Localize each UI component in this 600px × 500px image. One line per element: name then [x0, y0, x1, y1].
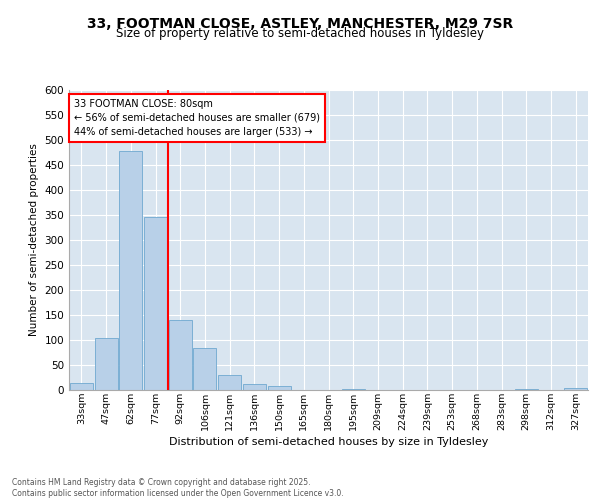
- X-axis label: Distribution of semi-detached houses by size in Tyldesley: Distribution of semi-detached houses by …: [169, 436, 488, 446]
- Bar: [515, 389, 538, 390]
- Text: 33, FOOTMAN CLOSE, ASTLEY, MANCHESTER, M29 7SR: 33, FOOTMAN CLOSE, ASTLEY, MANCHESTER, M…: [87, 18, 513, 32]
- Bar: [218, 375, 241, 390]
- Bar: [342, 388, 365, 390]
- Bar: [564, 388, 587, 390]
- Bar: [243, 384, 266, 390]
- Text: Contains HM Land Registry data © Crown copyright and database right 2025.
Contai: Contains HM Land Registry data © Crown c…: [12, 478, 344, 498]
- Bar: [70, 382, 93, 390]
- Bar: [119, 151, 142, 390]
- Bar: [193, 348, 217, 390]
- Bar: [95, 338, 118, 390]
- Bar: [169, 320, 192, 390]
- Text: Size of property relative to semi-detached houses in Tyldesley: Size of property relative to semi-detach…: [116, 28, 484, 40]
- Bar: [268, 386, 290, 390]
- Bar: [144, 216, 167, 390]
- Text: 33 FOOTMAN CLOSE: 80sqm
← 56% of semi-detached houses are smaller (679)
44% of s: 33 FOOTMAN CLOSE: 80sqm ← 56% of semi-de…: [74, 99, 320, 137]
- Y-axis label: Number of semi-detached properties: Number of semi-detached properties: [29, 144, 39, 336]
